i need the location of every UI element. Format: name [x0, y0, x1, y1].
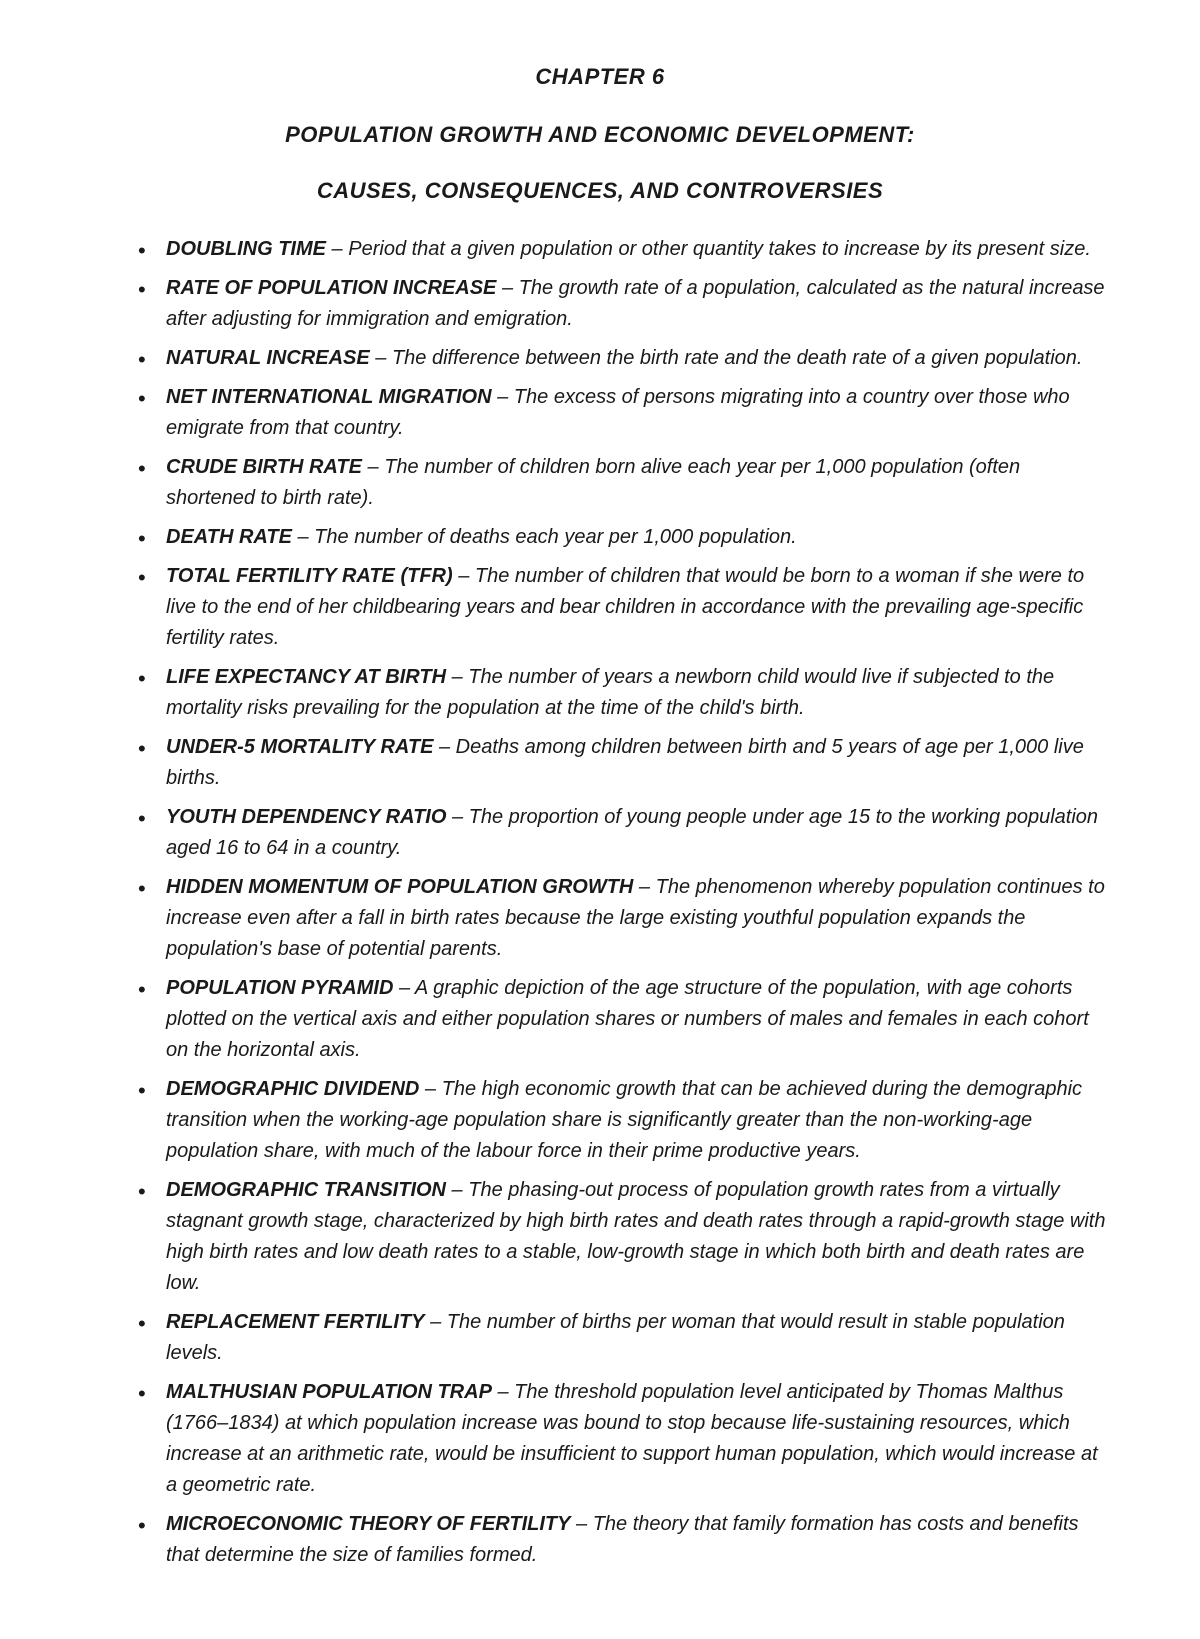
term: REPLACEMENT FERTILITY	[166, 1311, 425, 1333]
term: DEMOGRAPHIC TRANSITION	[166, 1179, 446, 1201]
separator: –	[446, 666, 468, 688]
separator: –	[570, 1513, 592, 1535]
definition-item: YOUTH DEPENDENCY RATIO – The proportion …	[138, 802, 1110, 864]
chapter-heading: CHAPTER 6	[90, 60, 1110, 94]
term: NATURAL INCREASE	[166, 347, 370, 369]
separator: –	[425, 1311, 447, 1333]
title-line-2: CAUSES, CONSEQUENCES, AND CONTROVERSIES	[90, 174, 1110, 208]
term: NET INTERNATIONAL MIGRATION	[166, 386, 492, 408]
term: TOTAL FERTILITY RATE (TFR)	[166, 565, 453, 587]
definition-text: The difference between the birth rate an…	[392, 347, 1082, 369]
separator: –	[419, 1078, 441, 1100]
term: HIDDEN MOMENTUM OF POPULATION GROWTH	[166, 876, 633, 898]
term: MALTHUSIAN POPULATION TRAP	[166, 1381, 492, 1403]
definition-item: HIDDEN MOMENTUM OF POPULATION GROWTH – T…	[138, 872, 1110, 965]
definition-item: DOUBLING TIME – Period that a given popu…	[138, 234, 1110, 265]
separator: –	[446, 1179, 468, 1201]
term: CRUDE BIRTH RATE	[166, 456, 362, 478]
definition-item: REPLACEMENT FERTILITY – The number of bi…	[138, 1307, 1110, 1369]
definition-item: UNDER-5 MORTALITY RATE – Deaths among ch…	[138, 732, 1110, 794]
term: DOUBLING TIME	[166, 238, 326, 260]
definition-item: MICROECONOMIC THEORY OF FERTILITY – The …	[138, 1509, 1110, 1571]
separator: –	[433, 736, 455, 758]
term: LIFE EXPECTANCY AT BIRTH	[166, 666, 446, 688]
term: MICROECONOMIC THEORY OF FERTILITY	[166, 1513, 570, 1535]
separator: –	[496, 277, 518, 299]
separator: –	[492, 1381, 514, 1403]
term: POPULATION PYRAMID	[166, 977, 393, 999]
separator: –	[393, 977, 415, 999]
definition-item: RATE OF POPULATION INCREASE – The growth…	[138, 273, 1110, 335]
separator: –	[370, 347, 392, 369]
separator: –	[326, 238, 348, 260]
definition-list: DOUBLING TIME – Period that a given popu…	[90, 234, 1110, 1571]
definition-item: POPULATION PYRAMID – A graphic depiction…	[138, 973, 1110, 1066]
definition-item: TOTAL FERTILITY RATE (TFR) – The number …	[138, 561, 1110, 654]
definition-item: CRUDE BIRTH RATE – The number of childre…	[138, 452, 1110, 514]
separator: –	[633, 876, 655, 898]
definition-text: Period that a given population or other …	[348, 238, 1091, 260]
term: YOUTH DEPENDENCY RATIO	[166, 806, 446, 828]
separator: –	[453, 565, 475, 587]
term: RATE OF POPULATION INCREASE	[166, 277, 496, 299]
definition-item: DEMOGRAPHIC DIVIDEND – The high economic…	[138, 1074, 1110, 1167]
definition-text: The number of deaths each year per 1,000…	[314, 526, 797, 548]
definition-item: NET INTERNATIONAL MIGRATION – The excess…	[138, 382, 1110, 444]
definition-item: DEATH RATE – The number of deaths each y…	[138, 522, 1110, 553]
definition-item: NATURAL INCREASE – The difference betwee…	[138, 343, 1110, 374]
separator: –	[362, 456, 384, 478]
separator: –	[292, 526, 314, 548]
definition-item: DEMOGRAPHIC TRANSITION – The phasing-out…	[138, 1175, 1110, 1299]
definition-item: LIFE EXPECTANCY AT BIRTH – The number of…	[138, 662, 1110, 724]
term: DEMOGRAPHIC DIVIDEND	[166, 1078, 419, 1100]
title-line-1: POPULATION GROWTH AND ECONOMIC DEVELOPME…	[90, 118, 1110, 152]
separator: –	[446, 806, 468, 828]
definition-item: MALTHUSIAN POPULATION TRAP – The thresho…	[138, 1377, 1110, 1501]
term: DEATH RATE	[166, 526, 292, 548]
term: UNDER-5 MORTALITY RATE	[166, 736, 433, 758]
separator: –	[492, 386, 514, 408]
